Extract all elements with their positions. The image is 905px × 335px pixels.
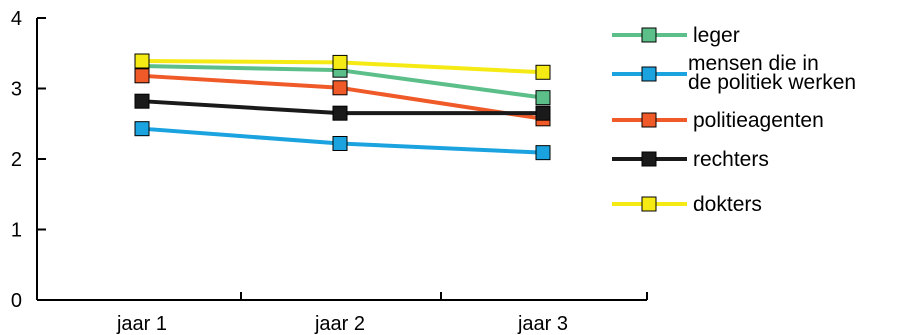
legend-item: dokters xyxy=(612,193,762,216)
data-point xyxy=(134,93,150,109)
y-tick-label: 0 xyxy=(11,290,22,312)
data-point xyxy=(332,80,348,96)
legend-marker xyxy=(641,27,657,43)
data-point xyxy=(134,68,150,84)
data-point xyxy=(535,90,551,106)
series-layer xyxy=(134,53,551,161)
legend-label: leger xyxy=(693,24,740,47)
data-point xyxy=(332,135,348,151)
legend-marker xyxy=(641,66,657,82)
data-point xyxy=(535,145,551,161)
series-3 xyxy=(134,93,551,121)
series-1 xyxy=(134,121,551,161)
axes: 0 1 2 3 4 jaar 1 jaar 2 jaar 3 xyxy=(11,8,648,335)
x-tick-label: jaar 1 xyxy=(116,313,167,335)
y-tick-label: 2 xyxy=(11,149,22,171)
y-tick-label: 3 xyxy=(11,79,22,101)
legend-item: rechters xyxy=(612,148,769,171)
legend-marker xyxy=(641,112,657,128)
data-point xyxy=(332,105,348,121)
legend-label: dokters xyxy=(693,193,762,216)
y-tick-label: 1 xyxy=(11,220,22,242)
data-point xyxy=(535,64,551,80)
legend-marker xyxy=(641,151,657,167)
legend-label: mensen die in de politiek werken xyxy=(688,52,856,94)
legend-label: rechters xyxy=(693,148,769,171)
legend-item: mensen die in de politiek werken xyxy=(612,52,856,94)
x-tick-label: jaar 3 xyxy=(517,313,568,335)
series-4 xyxy=(134,53,551,80)
legend: leger mensen die in de politiek werken poli… xyxy=(612,24,856,216)
x-tick-label: jaar 2 xyxy=(314,313,365,335)
data-point xyxy=(134,53,150,69)
legend-item: leger xyxy=(612,24,740,47)
y-tick-label: 4 xyxy=(11,8,22,30)
legend-marker xyxy=(641,196,657,212)
legend-label: politieagenten xyxy=(693,109,824,132)
legend-item: politieagenten xyxy=(612,109,824,132)
data-point xyxy=(332,54,348,70)
data-point xyxy=(535,105,551,121)
data-point xyxy=(134,121,150,137)
